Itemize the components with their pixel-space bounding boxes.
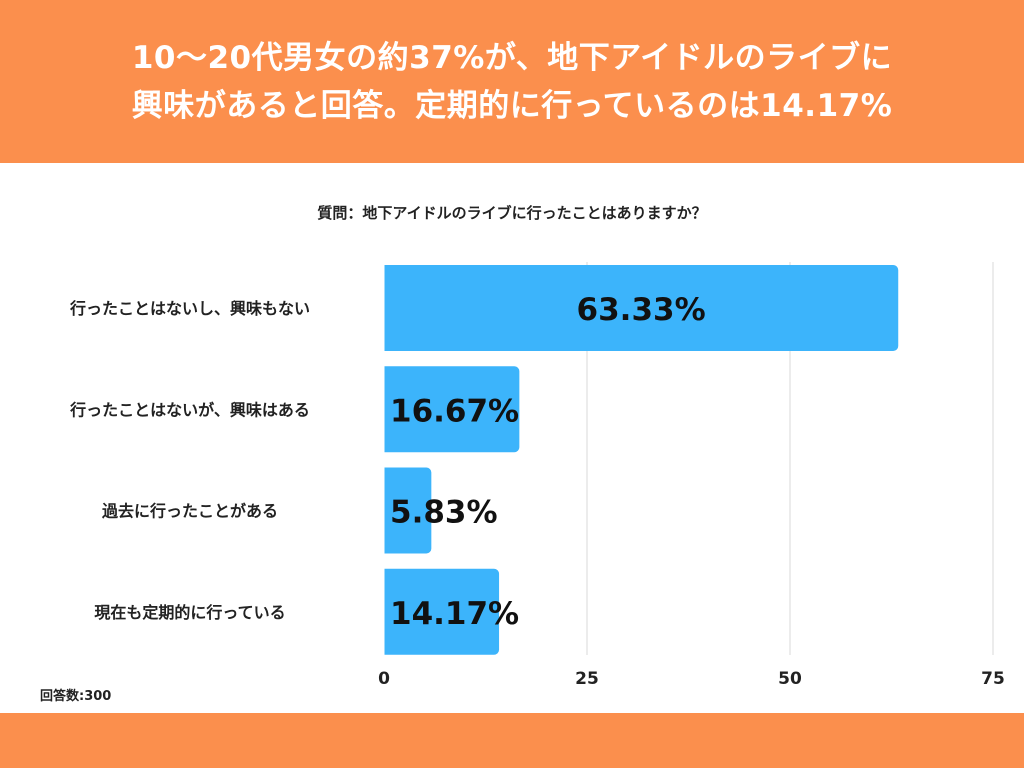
footer-bar [0,713,1024,768]
header-banner: 10～20代男女の約37%が、地下アイドルのライブに 興味があると回答。定期的に… [0,0,1024,163]
bar [384,265,899,351]
value-label: 16.67% [390,393,519,429]
bar [384,568,500,655]
value-label: 14.17% [390,596,519,632]
x-tick-label: 75 [981,669,1005,689]
bar [384,467,432,554]
value-label: 5.83% [390,495,498,531]
footnote: 回答数:300 [40,688,111,704]
x-tick-label: 50 [778,669,802,689]
x-tick-label: 25 [575,669,599,689]
question-text: 質問：地下アイドルのライブに行ったことはありますか？ [317,204,707,222]
value-label: 63.33% [577,292,706,328]
bar [384,366,520,453]
header-title-line-2: 興味があると回答。定期的に行っているのは14.17% [131,87,893,124]
x-tick-label: 0 [378,669,390,689]
category-label: 行ったことはないし、興味もない [69,299,310,318]
category-label: 過去に行ったことがある [101,502,278,521]
category-label: 現在も定期的に行っている [94,603,285,622]
header-title-line-1: 10～20代男女の約37%が、地下アイドルのライブに [131,39,893,76]
category-label: 行ったことはないが、興味はある [69,400,310,419]
